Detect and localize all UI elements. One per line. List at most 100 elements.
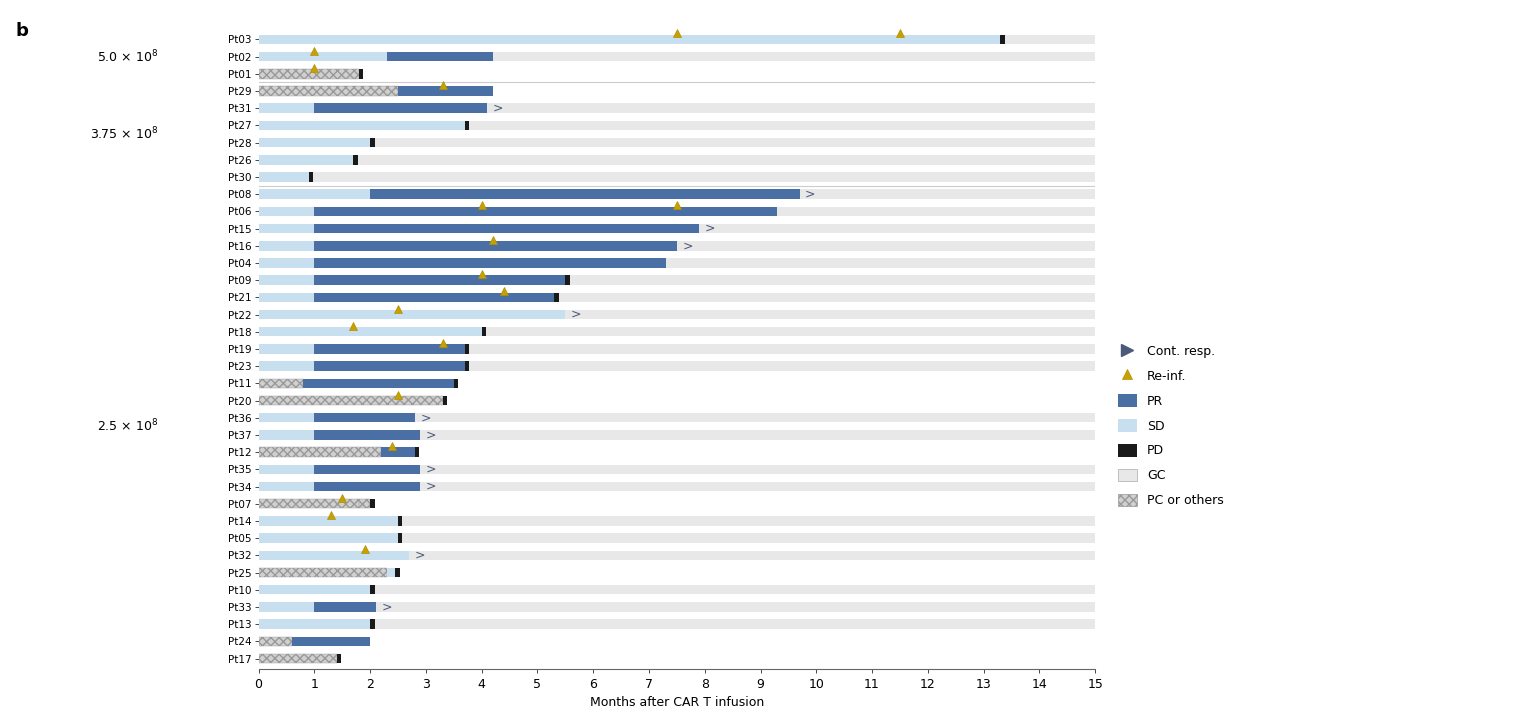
Bar (1001, 35, 1005, 44)
Bar (259, 465, 1095, 474)
Bar (259, 550, 1095, 560)
Text: >: > (426, 428, 437, 441)
Bar (386, 568, 395, 577)
Bar (443, 395, 447, 405)
Bar (382, 447, 415, 457)
Bar (465, 361, 470, 371)
Bar (259, 224, 315, 233)
Bar (259, 121, 1095, 130)
Bar (315, 465, 420, 474)
Bar (259, 447, 382, 457)
Legend: Cont. resp., Re-inf., PR, SD, PD, GC, PC or others: Cont. resp., Re-inf., PR, SD, PD, GC, PC… (1118, 345, 1223, 507)
Bar (259, 482, 1095, 491)
Bar (259, 637, 292, 646)
Bar (259, 310, 1095, 319)
Bar (259, 430, 1095, 440)
Bar (259, 103, 1095, 113)
Bar (259, 155, 1095, 164)
Text: 5.0 × 10$^8$: 5.0 × 10$^8$ (97, 48, 158, 65)
Text: 2.5 × 10$^8$: 2.5 × 10$^8$ (97, 418, 158, 435)
Bar (259, 52, 1095, 61)
Bar (259, 52, 386, 61)
Bar (259, 534, 1095, 543)
Bar (259, 585, 1095, 595)
Bar (315, 293, 554, 302)
Text: >: > (493, 102, 503, 115)
Bar (259, 241, 315, 251)
Bar (259, 138, 370, 148)
Bar (259, 619, 1095, 629)
Bar (315, 258, 666, 268)
Text: >: > (805, 188, 815, 201)
Bar (259, 69, 359, 79)
Bar (259, 138, 1095, 148)
Bar (259, 121, 286, 130)
Bar (259, 568, 386, 577)
Bar (259, 258, 1095, 268)
Bar (259, 87, 399, 96)
Bar (336, 654, 341, 663)
Bar (259, 379, 303, 388)
Bar (259, 155, 353, 164)
Bar (399, 395, 443, 405)
Bar (315, 361, 465, 371)
Bar (259, 654, 336, 663)
Bar (315, 602, 376, 611)
Bar (315, 206, 777, 216)
Bar (259, 534, 399, 543)
Bar (259, 258, 315, 268)
Bar (259, 293, 1095, 302)
Bar (259, 361, 315, 371)
Bar (315, 276, 566, 285)
Bar (370, 190, 800, 199)
Bar (359, 69, 364, 79)
Bar (315, 103, 487, 113)
Bar (259, 276, 1095, 285)
Bar (259, 35, 1001, 44)
Bar (259, 310, 566, 319)
Bar (415, 447, 420, 457)
Bar (465, 121, 470, 130)
X-axis label: Months after CAR T infusion: Months after CAR T infusion (590, 696, 764, 710)
Bar (259, 241, 1095, 251)
Bar (286, 121, 465, 130)
Bar (259, 516, 399, 526)
Bar (259, 516, 1095, 526)
Bar (259, 585, 370, 595)
Bar (315, 413, 415, 422)
Text: >: > (426, 480, 437, 493)
Bar (370, 499, 374, 508)
Bar (259, 172, 1095, 182)
Text: >: > (382, 601, 392, 614)
Text: >: > (415, 549, 426, 562)
Bar (399, 534, 403, 543)
Text: >: > (570, 308, 581, 321)
Text: >: > (683, 239, 694, 252)
Bar (453, 379, 458, 388)
Bar (315, 482, 420, 491)
Bar (259, 224, 1095, 233)
Bar (370, 138, 374, 148)
Text: >: > (426, 463, 437, 476)
Bar (315, 241, 677, 251)
Bar (315, 430, 420, 440)
Bar (259, 172, 309, 182)
Bar (259, 413, 1095, 422)
Bar (259, 206, 1095, 216)
Bar (259, 293, 315, 302)
Text: >: > (420, 411, 430, 425)
Text: >: > (704, 222, 715, 235)
Bar (566, 276, 570, 285)
Bar (259, 550, 409, 560)
Bar (259, 619, 370, 629)
Text: 3.75 × 10$^8$: 3.75 × 10$^8$ (90, 126, 158, 142)
Bar (259, 361, 1095, 371)
Bar (259, 327, 1095, 337)
Bar (259, 413, 315, 422)
Bar (370, 585, 374, 595)
Bar (259, 103, 315, 113)
Bar (259, 430, 315, 440)
Bar (399, 516, 403, 526)
Bar (259, 344, 315, 354)
Bar (259, 499, 359, 508)
